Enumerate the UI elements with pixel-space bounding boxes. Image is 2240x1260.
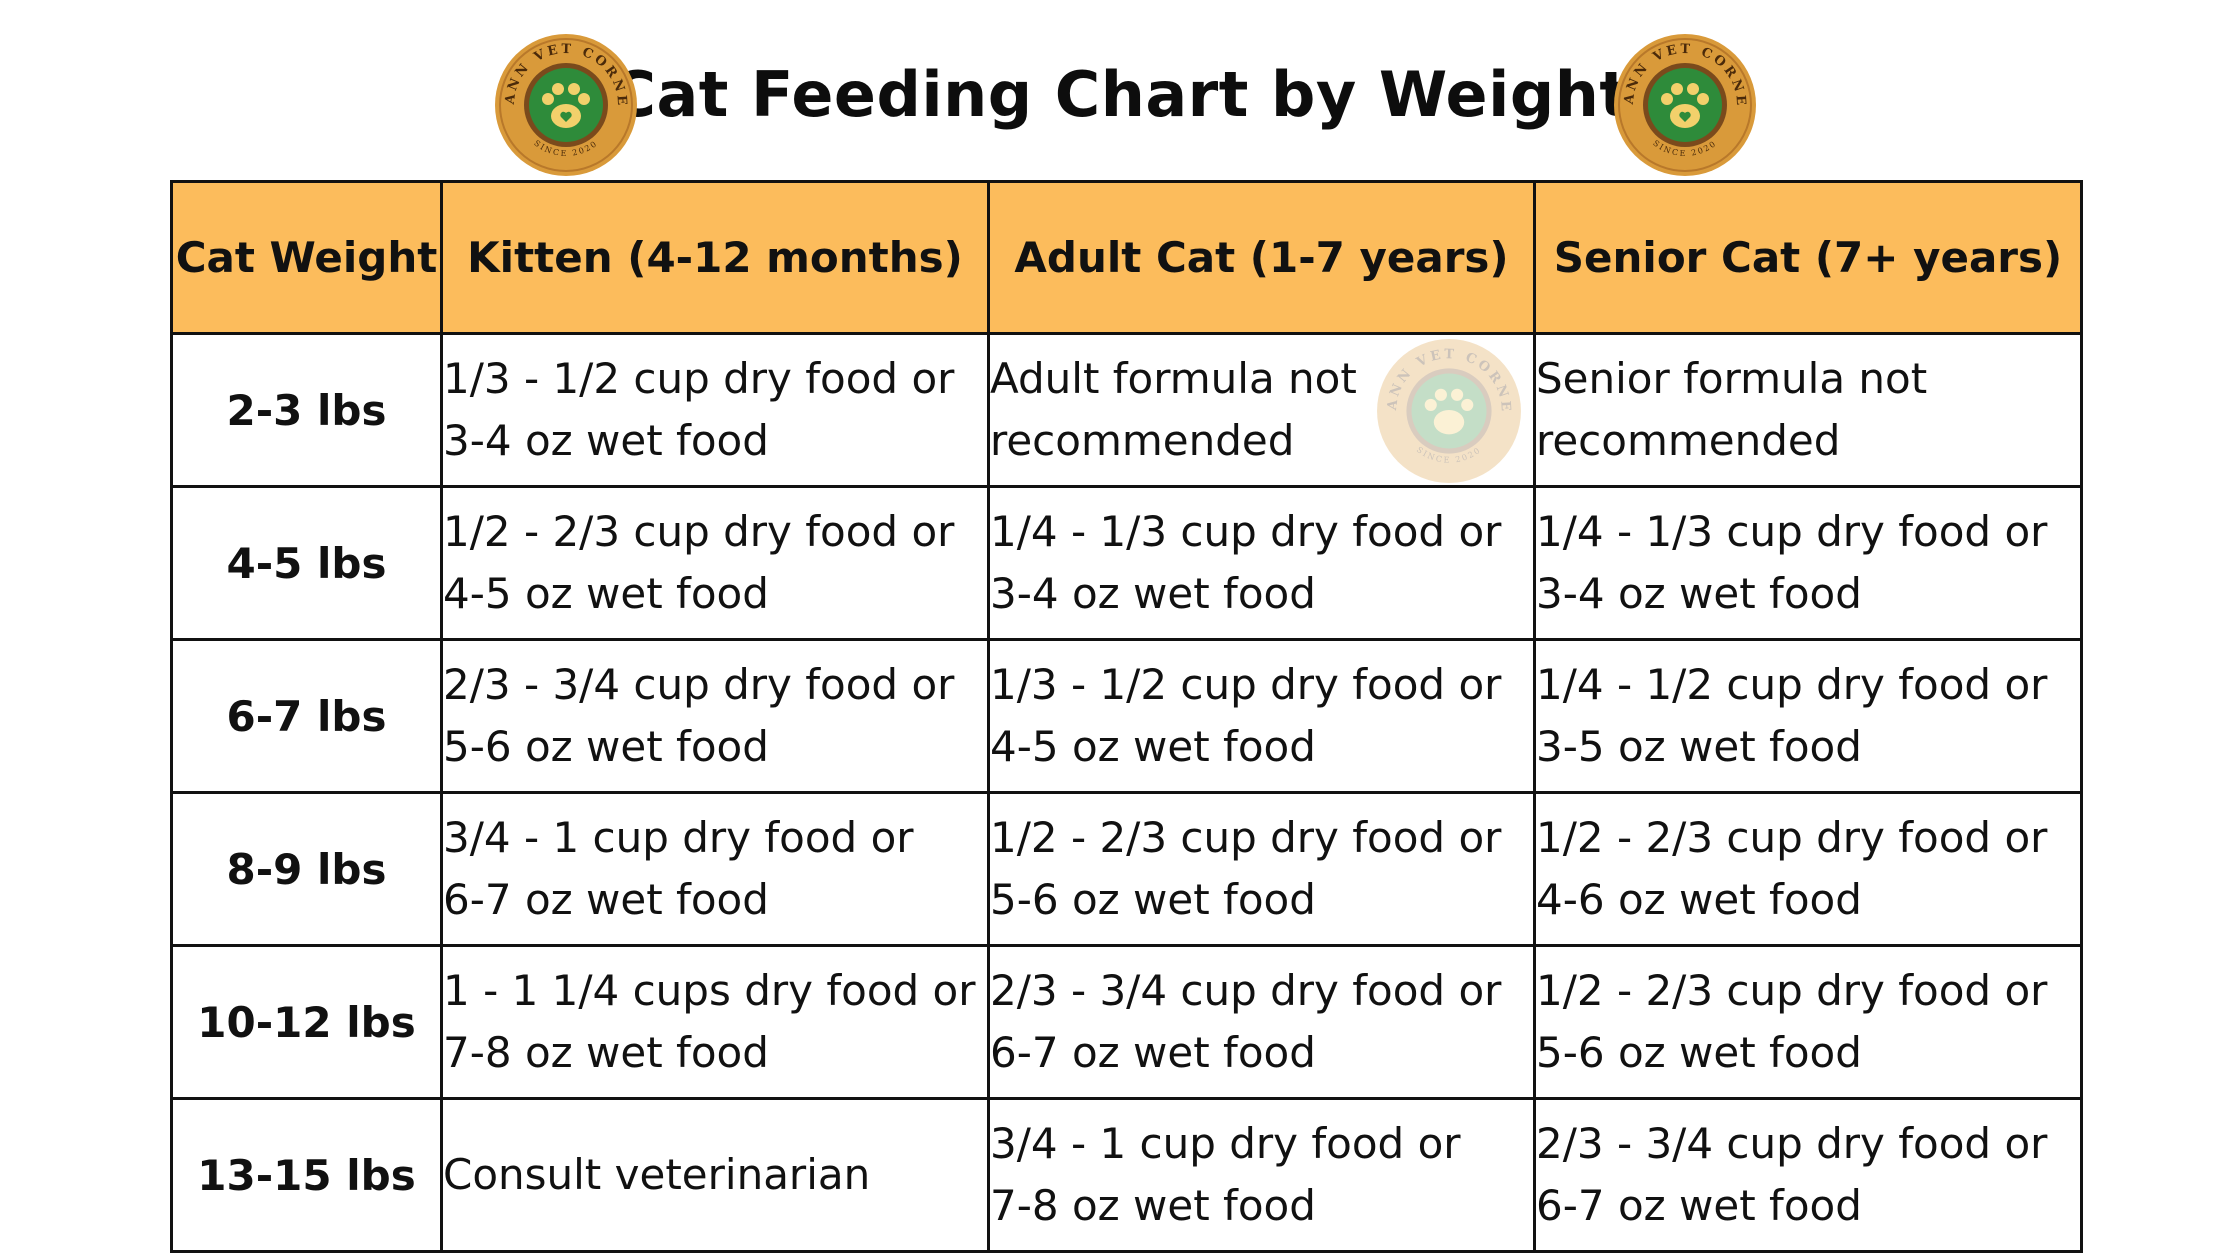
cell-text-line: 1/2 - 2/3 cup dry food or <box>443 507 955 556</box>
header-senior: Senior Cat (7+ years) <box>1533 180 2083 335</box>
cell-text-line: 5-6 oz wet food <box>990 875 1316 924</box>
cell-weight: 8-9 lbs <box>170 791 443 947</box>
cell-text-line: 5-6 oz wet food <box>1536 1028 1862 1077</box>
cell-senior-amount: 1/4 - 1/2 cup dry food or 3-5 oz wet food <box>1533 638 2083 794</box>
table-row: 2-3 lbs 1/3 - 1/2 cup dry food or 3-4 oz w… <box>170 332 2083 488</box>
cell-kitten-amount: 2/3 - 3/4 cup dry food or 5-6 oz wet food <box>440 638 990 794</box>
paw-badge-logo-left: MANN VET CORNER SINCE 2020 <box>493 32 637 176</box>
cell-text-line: recommended <box>990 416 1295 465</box>
cell-senior-amount: Senior formula not recommended <box>1533 332 2083 488</box>
cell-weight: 4-5 lbs <box>170 485 443 641</box>
cell-adult-amount: 3/4 - 1 cup dry food or 7-8 oz wet food <box>987 1097 1536 1253</box>
cell-adult-amount: 1/2 - 2/3 cup dry food or 5-6 oz wet food <box>987 791 1536 947</box>
cell-text-line: 3-5 oz wet food <box>1536 722 1862 771</box>
cell-adult-amount: 1/4 - 1/3 cup dry food or 3-4 oz wet food <box>987 485 1536 641</box>
cell-text-line: 6-7 oz wet food <box>990 1028 1316 1077</box>
chart-header: Cat Feeding Chart by Weight MANN VET COR… <box>0 0 2240 180</box>
cell-text-line: 1 - 1 1/4 cups dry food or <box>443 966 976 1015</box>
cell-text-line: 1/4 - 1/3 cup dry food or <box>1536 507 2048 556</box>
cell-text-line: 3-4 oz wet food <box>1536 569 1862 618</box>
cell-weight: 2-3 lbs <box>170 332 443 488</box>
table-row: 10-12 lbs 1 - 1 1/4 cups dry food or 7-8 o… <box>170 944 2083 1100</box>
cell-weight: 13-15 lbs <box>170 1097 443 1253</box>
cell-text-line: 1/2 - 2/3 cup dry food or <box>990 813 1502 862</box>
cell-weight: 10-12 lbs <box>170 944 443 1100</box>
header-kitten: Kitten (4-12 months) <box>440 180 990 335</box>
cell-senior-amount: 1/2 - 2/3 cup dry food or 4-6 oz wet food <box>1533 791 2083 947</box>
paw-badge-logo-right: MANN VET CORNER SINCE 2020 <box>1612 32 1756 176</box>
cell-adult-amount: 2/3 - 3/4 cup dry food or 6-7 oz wet food <box>987 944 1536 1100</box>
cell-senior-amount: 2/3 - 3/4 cup dry food or 6-7 oz wet food <box>1533 1097 2083 1253</box>
cell-text-line: 4-6 oz wet food <box>1536 875 1862 924</box>
cell-adult-amount: 1/3 - 1/2 cup dry food or 4-5 oz wet food <box>987 638 1536 794</box>
page-title: Cat Feeding Chart by Weight <box>610 58 1630 131</box>
cell-text-line: 4-5 oz wet food <box>443 569 769 618</box>
table-row: 8-9 lbs 3/4 - 1 cup dry food or 6-7 oz wet… <box>170 791 2083 947</box>
cell-senior-amount: 1/4 - 1/3 cup dry food or 3-4 oz wet food <box>1533 485 2083 641</box>
cell-text-line: 2/3 - 3/4 cup dry food or <box>1536 1119 2048 1168</box>
cell-text-line: Consult veterinarian <box>443 1150 871 1199</box>
cell-text-line: 3/4 - 1 cup dry food or <box>443 813 914 862</box>
cell-text-line: 7-8 oz wet food <box>990 1181 1316 1230</box>
cell-text-line: 3/4 - 1 cup dry food or <box>990 1119 1461 1168</box>
cell-weight: 6-7 lbs <box>170 638 443 794</box>
cell-senior-amount: 1/2 - 2/3 cup dry food or 5-6 oz wet food <box>1533 944 2083 1100</box>
cell-kitten-amount: 1/3 - 1/2 cup dry food or 3-4 oz wet food <box>440 332 990 488</box>
header-cat-weight: Cat Weight <box>170 180 443 335</box>
header-adult: Adult Cat (1-7 years) <box>987 180 1536 335</box>
cell-text-line: 4-5 oz wet food <box>990 722 1316 771</box>
table-row: 13-15 lbs Consult veterinarian 3/4 - 1 cup… <box>170 1097 2083 1253</box>
cell-text-line: recommended <box>1536 416 1841 465</box>
cell-text-line: 1/2 - 2/3 cup dry food or <box>1536 813 2048 862</box>
cell-kitten-amount: Consult veterinarian <box>440 1097 990 1253</box>
cell-text-line: Adult formula not <box>990 354 1357 403</box>
cell-text-line: 1/3 - 1/2 cup dry food or <box>443 354 955 403</box>
cell-text-line: 1/4 - 1/2 cup dry food or <box>1536 660 2048 709</box>
cell-kitten-amount: 1 - 1 1/4 cups dry food or 7-8 oz wet foo… <box>440 944 990 1100</box>
cell-text-line: 2/3 - 3/4 cup dry food or <box>990 966 1502 1015</box>
cell-text-line: 3-4 oz wet food <box>990 569 1316 618</box>
cell-text-line: Senior formula not <box>1536 354 1928 403</box>
cell-kitten-amount: 3/4 - 1 cup dry food or 6-7 oz wet food <box>440 791 990 947</box>
cell-text-line: 5-6 oz wet food <box>443 722 769 771</box>
cell-text-line: 6-7 oz wet food <box>1536 1181 1862 1230</box>
cell-adult-amount: Adult formula not recommended <box>987 332 1536 488</box>
table-row: 6-7 lbs 2/3 - 3/4 cup dry food or 5-6 oz w… <box>170 638 2083 794</box>
table-header-row: Cat Weight Kitten (4-12 months) Adult Ca… <box>170 180 2083 335</box>
cell-text-line: 1/2 - 2/3 cup dry food or <box>1536 966 2048 1015</box>
cell-kitten-amount: 1/2 - 2/3 cup dry food or 4-5 oz wet food <box>440 485 990 641</box>
cell-text-line: 7-8 oz wet food <box>443 1028 769 1077</box>
cell-text-line: 1/4 - 1/3 cup dry food or <box>990 507 1502 556</box>
feeding-table: Cat Weight Kitten (4-12 months) Adult Ca… <box>170 180 2083 1253</box>
cell-text-line: 2/3 - 3/4 cup dry food or <box>443 660 955 709</box>
table-row: 4-5 lbs 1/2 - 2/3 cup dry food or 4-5 oz w… <box>170 485 2083 641</box>
cell-text-line: 1/3 - 1/2 cup dry food or <box>990 660 1502 709</box>
cell-text-line: 3-4 oz wet food <box>443 416 769 465</box>
cell-text-line: 6-7 oz wet food <box>443 875 769 924</box>
